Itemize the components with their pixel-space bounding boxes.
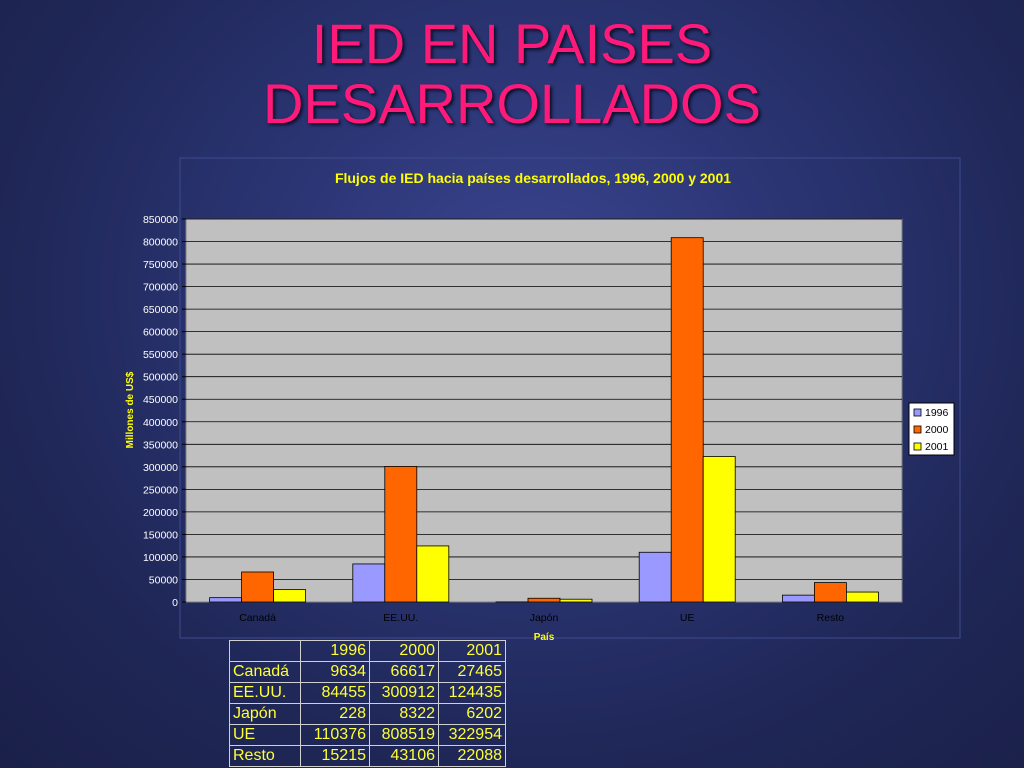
table-row-label: UE	[229, 724, 301, 746]
y-tick-label: 450000	[143, 394, 178, 406]
y-tick-label: 350000	[143, 439, 178, 451]
y-tick-label: 750000	[143, 259, 178, 271]
table-row: UE 110376 808519 322954	[229, 724, 506, 746]
x-tick-label: Canadá	[239, 612, 276, 624]
bar-2000-4	[814, 582, 847, 603]
y-tick-label: 850000	[143, 214, 178, 226]
data-table: 1996 2000 2001 Canadá 9634 66617 27465 EE.UU. 84…	[229, 640, 506, 767]
table-row-label: EE.UU.	[229, 682, 301, 704]
legend-swatch-2001	[913, 442, 922, 451]
bar-2000-0	[241, 571, 275, 603]
slide-title-line-2: DESARROLLADOS	[263, 72, 761, 135]
bar-2001-3	[702, 456, 736, 603]
bar-2001-1	[416, 545, 450, 603]
legend-swatch-2000	[913, 425, 922, 434]
table-cell: 22088	[438, 745, 506, 767]
table-header-row: 1996 2000 2001	[229, 640, 506, 662]
table-row: Japón 228 8322 6202	[229, 703, 506, 725]
y-tick-label: 700000	[143, 282, 178, 294]
table-cell: 124435	[438, 682, 506, 704]
table-row: Canadá 9634 66617 27465	[229, 661, 506, 683]
table-cell: 9634	[300, 661, 370, 683]
chart-frame	[179, 157, 961, 639]
table-row: Resto 15215 43106 22088	[229, 745, 506, 767]
y-tick-label: 50000	[149, 574, 178, 586]
y-tick-label: 500000	[143, 372, 178, 384]
x-tick-label: EE.UU.	[383, 612, 418, 624]
table-cell: 808519	[369, 724, 439, 746]
slide-title-line-1: IED EN PAISES	[311, 12, 713, 75]
y-tick-label: 650000	[143, 304, 178, 316]
table-cell: 66617	[369, 661, 439, 683]
table-cell: 322954	[438, 724, 506, 746]
table-cell: 84455	[300, 682, 370, 704]
bar-1996-1	[352, 563, 386, 603]
y-tick-label: 150000	[143, 529, 178, 541]
bar-2000-3	[670, 237, 704, 603]
table-row-label: Canadá	[229, 661, 301, 683]
legend-label-1996: 1996	[925, 407, 949, 419]
bar-2000-1	[384, 466, 418, 603]
y-tick-label: 0	[172, 597, 178, 609]
y-tick-label: 600000	[143, 327, 178, 339]
table-cell: 43106	[369, 745, 439, 767]
y-axis-label: Millones de US$	[125, 371, 136, 448]
legend-swatch-1996	[913, 408, 922, 417]
y-tick-label: 300000	[143, 462, 178, 474]
y-tick-label: 100000	[143, 552, 178, 564]
table-row-label: Japón	[229, 703, 301, 725]
y-tick-label: 400000	[143, 417, 178, 429]
bar-2001-4	[846, 591, 879, 603]
table-cell: 2000	[369, 640, 439, 662]
y-tick-label: 250000	[143, 484, 178, 496]
x-tick-label: Japón	[530, 612, 559, 624]
bar-chart: Flujos de IED hacia países desarrollados…	[125, 157, 961, 640]
table-cell: 6202	[438, 703, 506, 725]
table-row: EE.UU. 84455 300912 124435	[229, 682, 506, 704]
table-cell: 228	[300, 703, 370, 725]
slide-title: IED EN PAISES DESARROLLADOS	[0, 14, 1024, 134]
bar-2001-0	[273, 589, 307, 603]
table-cell: 15215	[300, 745, 370, 767]
plot-area	[185, 218, 903, 603]
table-cell: 8322	[369, 703, 439, 725]
y-tick-label: 800000	[143, 237, 178, 249]
bar-1996-0	[209, 597, 243, 603]
table-cell: 1996	[300, 640, 370, 662]
x-axis-label: País	[534, 632, 555, 640]
x-tick-label: UE	[680, 612, 695, 624]
bar-1996-3	[638, 551, 672, 603]
legend-label-2001: 2001	[925, 441, 949, 453]
y-tick-label: 550000	[143, 349, 178, 361]
bar-2000-2	[527, 597, 561, 603]
y-tick-label: 200000	[143, 507, 178, 519]
bar-2001-2	[559, 598, 593, 603]
chart-title: Flujos de IED hacia países desarrollados…	[335, 170, 731, 186]
x-tick-label: Resto	[817, 612, 845, 624]
table-corner-cell	[229, 640, 301, 662]
table-cell: 110376	[300, 724, 370, 746]
table-cell: 300912	[369, 682, 439, 704]
table-row-label: Resto	[229, 745, 301, 767]
legend-label-2000: 2000	[925, 424, 949, 436]
table-cell: 2001	[438, 640, 506, 662]
table-cell: 27465	[438, 661, 506, 683]
bar-1996-4	[782, 594, 815, 603]
